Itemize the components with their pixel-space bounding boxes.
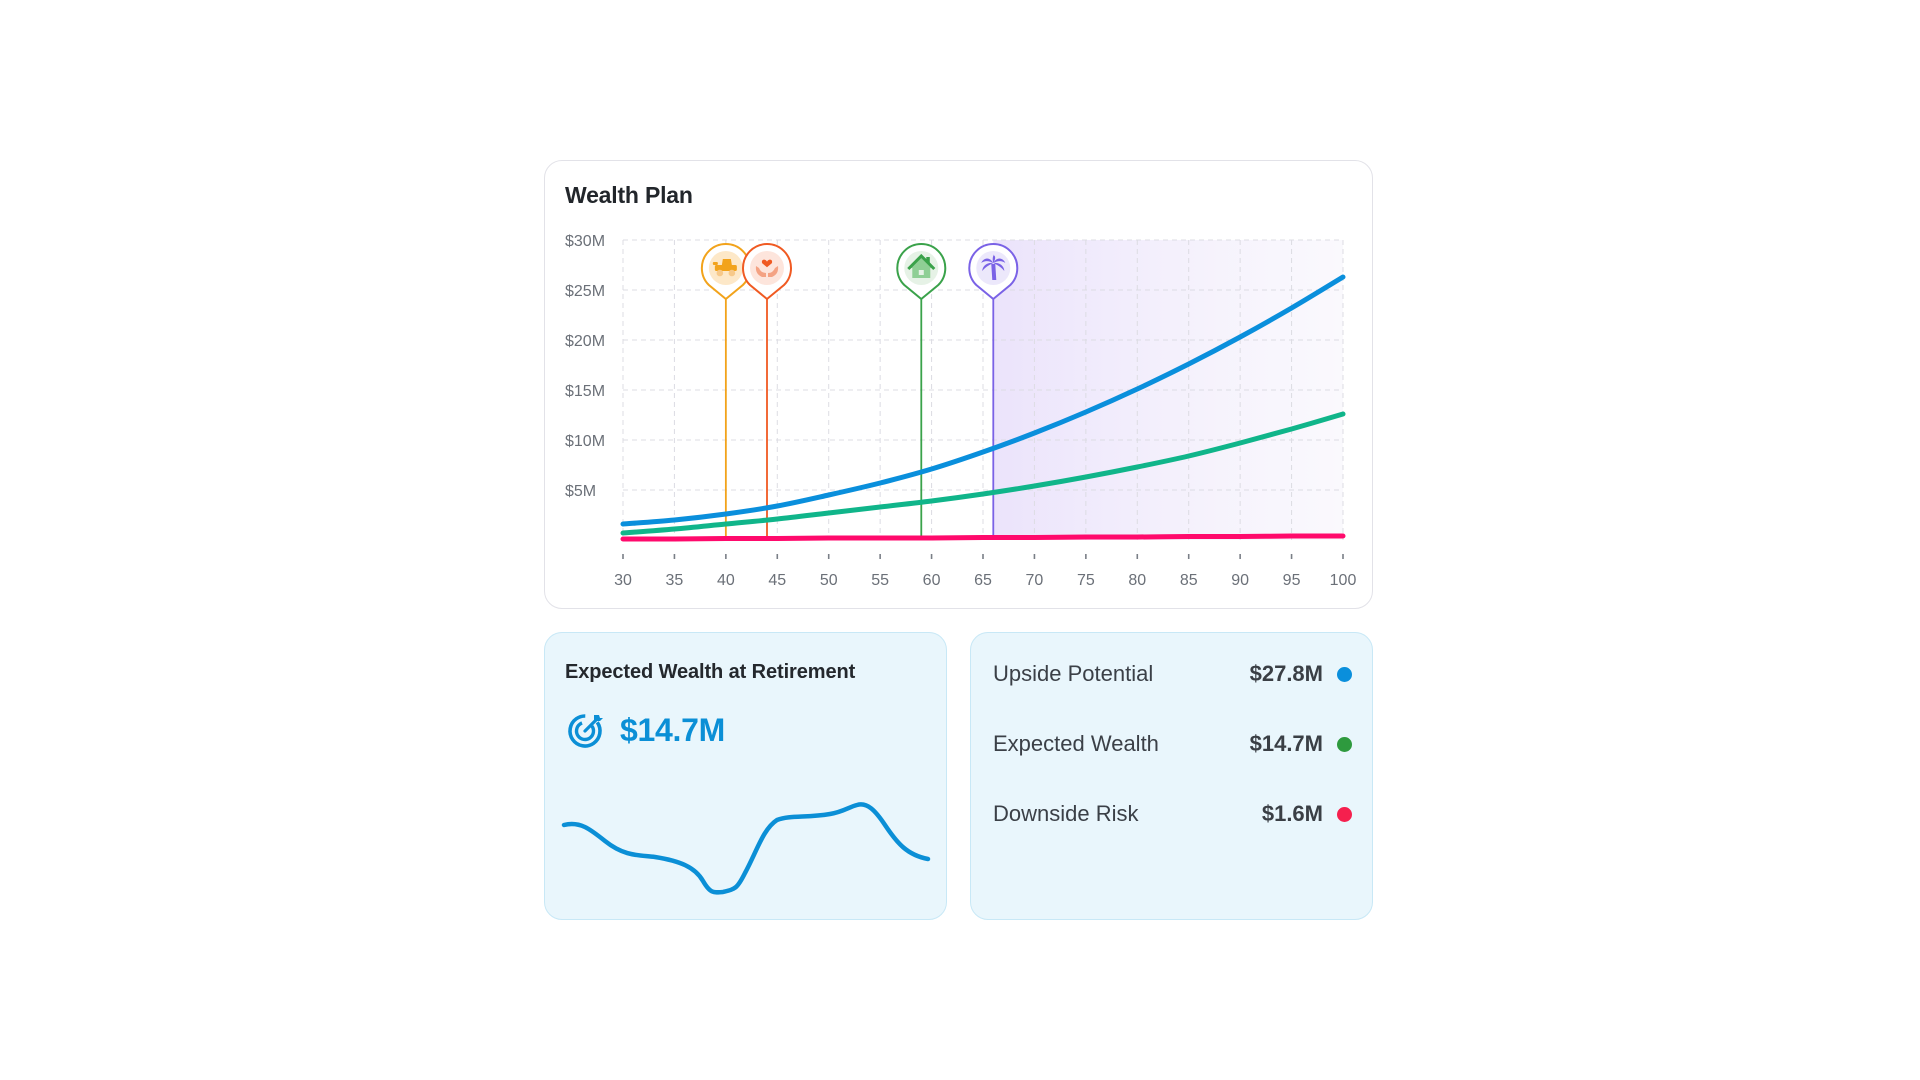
milestone-pin-palm-tree[interactable] [968, 243, 1019, 301]
chart-grid [622, 239, 1344, 540]
series-line [620, 533, 1346, 542]
wealth-plan-card: Wealth Plan $5M $10M $15M $20M $25M $30M 30 35… [544, 160, 1373, 609]
x-tick-label: 65 [974, 572, 992, 589]
x-tick-label: 70 [1026, 572, 1044, 589]
x-tick-label: 80 [1128, 572, 1146, 589]
y-tick-label: $20M [565, 333, 605, 350]
legend-dot-green-icon [1337, 736, 1352, 752]
series-line [620, 274, 1346, 527]
stat-row-downside: Downside Risk $1.6M [993, 799, 1352, 829]
stat-label: Upside Potential [993, 661, 1154, 686]
y-tick-label: $5M [565, 483, 596, 500]
wealth-stats-card: Upside Potential $27.8M Expected Wealth … [970, 632, 1373, 920]
y-tick-label: $15M [565, 383, 605, 400]
target-icon [568, 714, 603, 748]
heart-hands-icon [755, 259, 779, 277]
series-line [620, 411, 1346, 536]
x-tick-label: 50 [820, 572, 838, 589]
x-tick-label: 55 [871, 572, 889, 589]
milestone-pin-heart-hands[interactable] [742, 243, 792, 301]
stat-row-upside: Upside Potential $27.8M [993, 659, 1352, 689]
milestone-pins [700, 243, 1019, 301]
x-tick-label: 90 [1231, 572, 1249, 589]
retirement-value-row: $14.7M [567, 711, 725, 749]
milestone-pin-house[interactable] [896, 243, 947, 301]
palm-tree-icon [981, 254, 1006, 280]
x-tick-label: 60 [923, 572, 941, 589]
retirement-value: $14.7M [620, 711, 725, 748]
x-tick-label: 45 [768, 572, 786, 589]
x-tick-label: 30 [614, 572, 632, 589]
retirement-sparkline [561, 802, 931, 895]
x-tick-label: 75 [1077, 572, 1095, 589]
stat-value: $27.8M [1249, 661, 1323, 686]
stat-label: Expected Wealth [993, 731, 1159, 756]
retirement-card-title: Expected Wealth at Retirement [565, 661, 856, 683]
chart-series [620, 274, 1346, 542]
y-tick-label: $25M [565, 283, 605, 300]
milestone-pin-truck[interactable] [700, 243, 751, 301]
y-axis: $5M $10M $15M $20M $25M $30M [565, 233, 605, 500]
y-tick-label: $30M [565, 233, 605, 250]
y-tick-label: $10M [565, 433, 605, 450]
x-tick-label: 85 [1180, 572, 1198, 589]
retirement-wealth-card: Expected Wealth at Retirement $14.7M [544, 632, 947, 920]
x-tick-label: 40 [717, 572, 735, 589]
milestone-lines [724, 291, 995, 540]
truck-icon [712, 259, 737, 277]
stat-value: $14.7M [1249, 731, 1323, 756]
legend-dot-red-icon [1337, 806, 1352, 822]
x-tick-label: 35 [666, 572, 684, 589]
house-icon [907, 253, 936, 278]
stat-value: $1.6M [1261, 801, 1323, 826]
wealth-plan-chart: $5M $10M $15M $20M $25M $30M 30 35 40 45 50 55 60 65… [565, 233, 1356, 589]
stat-row-expected: Expected Wealth $14.7M [993, 729, 1352, 759]
x-axis: 30 35 40 45 50 55 60 65 70 75 80 85 90 95 100 [614, 554, 1356, 589]
x-tick-label: 95 [1283, 572, 1301, 589]
legend-dot-blue-icon [1337, 666, 1352, 682]
x-tick-label: 100 [1330, 572, 1357, 589]
stat-label: Downside Risk [993, 801, 1139, 826]
wealth-plan-title: Wealth Plan [565, 182, 693, 208]
